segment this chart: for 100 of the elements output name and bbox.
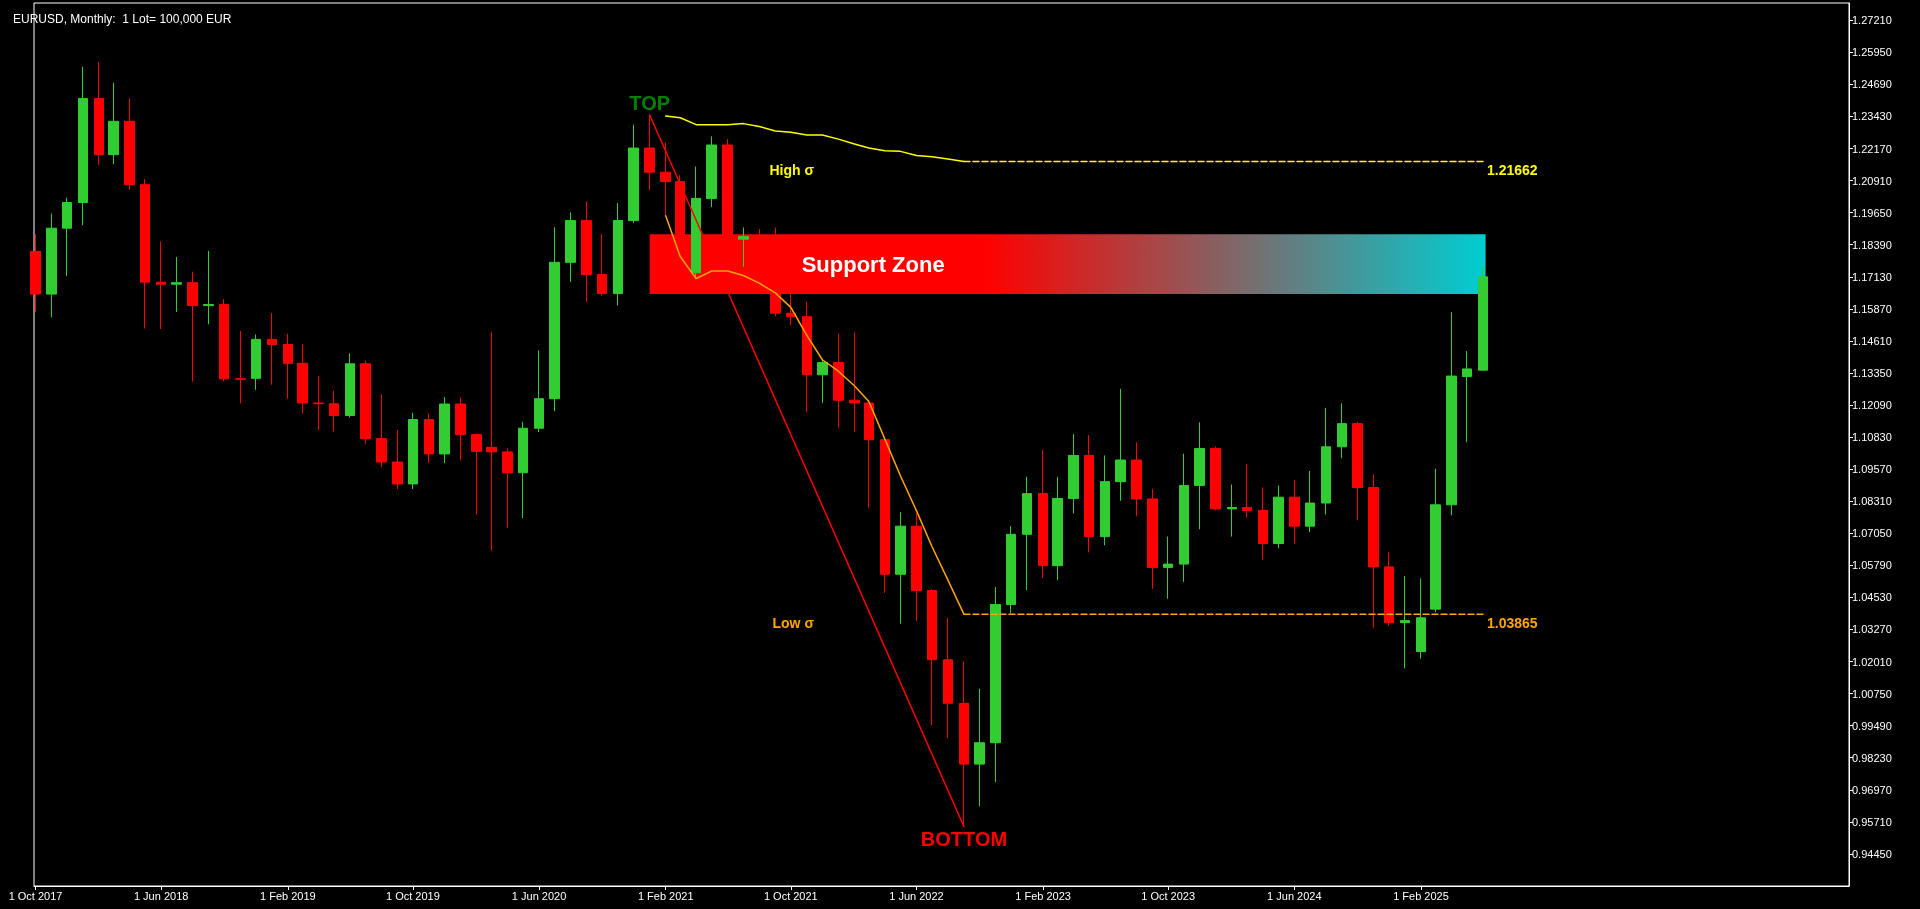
y-tick-label: 1.19650 <box>1852 206 1892 219</box>
y-tick-label: 1.20910 <box>1852 174 1892 187</box>
candlestick <box>1384 551 1394 626</box>
candlestick <box>911 512 922 622</box>
candlestick <box>360 360 371 445</box>
text: EURUSD, Monthly: 1 Lot= 100,000 EUR <box>13 12 232 26</box>
y-tick-label: 1.07050 <box>1852 527 1892 540</box>
candlestick <box>706 135 717 208</box>
x-tick-label: 1 Jun 2020 <box>511 889 567 902</box>
y-tick-label: 1.25950 <box>1852 46 1892 59</box>
candlestick <box>1258 487 1268 561</box>
candlestick <box>1242 463 1252 519</box>
text: High σ <box>769 162 815 179</box>
candlestick <box>486 331 497 552</box>
candlestick <box>171 256 182 313</box>
x-tick-label: 1 Jun 2022 <box>889 889 944 902</box>
candlestick <box>203 250 214 325</box>
candlestick <box>1321 407 1331 516</box>
candlestick <box>534 349 544 433</box>
candlestick <box>78 66 88 226</box>
y-tick-label: 1.13350 <box>1852 366 1892 379</box>
y-tick-label: 1.22170 <box>1852 142 1892 155</box>
candlestick <box>408 412 418 490</box>
candlestick <box>1416 577 1426 660</box>
y-tick-label: 1.24690 <box>1852 78 1892 91</box>
candlestick <box>1368 474 1379 629</box>
x-tick-label: 1 Oct 2017 <box>8 889 63 902</box>
candlestick <box>1227 483 1237 538</box>
candlestick <box>1352 421 1363 521</box>
candlestick <box>1179 453 1189 583</box>
candlestick <box>613 202 623 307</box>
candlestick <box>1131 441 1142 517</box>
annotation: TOP <box>629 91 671 114</box>
x-tick-label: 1 Jun 2024 <box>1267 889 1322 902</box>
band-label: Support Zone <box>801 251 945 277</box>
candlestick <box>1194 421 1205 530</box>
candlestick <box>124 97 135 191</box>
candlestick <box>660 142 671 217</box>
y-tick-label: 1.08310 <box>1852 495 1892 508</box>
y-tick-label: 1.12090 <box>1852 399 1892 412</box>
candlestick <box>1273 484 1284 549</box>
candlestick <box>1084 434 1094 553</box>
candlestick <box>849 332 860 433</box>
candlestick <box>895 511 906 625</box>
y-tick-label: 1.17130 <box>1852 270 1892 283</box>
candlestick <box>62 197 72 277</box>
x-tick-label: 1 Jun 2018 <box>133 889 189 902</box>
candlestick <box>1022 476 1032 591</box>
y-tick-label: 1.00750 <box>1852 687 1892 700</box>
data-label: 1.03865 <box>1487 615 1538 632</box>
candlestick <box>1337 402 1347 459</box>
candlestick <box>927 588 937 726</box>
candlestick <box>1478 266 1488 371</box>
y-tick-label: 0.99490 <box>1852 719 1892 732</box>
candlestick <box>156 240 166 330</box>
y-tick-label: 0.96970 <box>1852 783 1892 796</box>
candlestick <box>392 429 403 490</box>
y-tick-label: 0.94450 <box>1852 847 1892 860</box>
candlestick <box>880 438 890 594</box>
text: Low σ <box>772 615 815 632</box>
x-tick-label: 1 Oct 2023 <box>1141 889 1196 902</box>
candlestick <box>424 412 434 464</box>
candlestick <box>30 233 41 313</box>
candlestick <box>1289 479 1300 544</box>
candlestick <box>628 124 639 224</box>
candlestick <box>313 375 324 431</box>
y-tick-label: 0.98230 <box>1852 751 1892 764</box>
candlestick <box>1052 476 1063 581</box>
candlestick <box>1305 470 1315 533</box>
candlestick <box>990 586 1001 783</box>
candlestick <box>502 447 513 529</box>
candlestick <box>1115 388 1126 502</box>
x-tick-label: 1 Feb 2021 <box>637 889 694 902</box>
candlestick <box>1446 311 1457 516</box>
x-tick-label: 1 Feb 2023 <box>1015 889 1071 902</box>
candlestick <box>833 333 844 429</box>
candlestick <box>1210 446 1221 511</box>
candlestick <box>518 421 528 519</box>
candlestick <box>187 271 198 383</box>
candlestick <box>1006 525 1016 614</box>
candlestick <box>1400 575 1410 669</box>
candlestick <box>581 200 592 303</box>
y-tick-label: 1.09570 <box>1852 463 1892 476</box>
candlestick <box>267 312 277 386</box>
candlestick <box>1068 433 1079 514</box>
candlestick <box>864 399 874 509</box>
x-tick-label: 1 Feb 2025 <box>1393 889 1449 902</box>
candlestick <box>738 226 749 268</box>
y-tick-label: 1.27210 <box>1852 14 1892 27</box>
candlestick <box>1147 488 1158 590</box>
candlestick <box>219 298 229 382</box>
candlestick <box>455 396 466 461</box>
y-tick-label: 1.02010 <box>1852 655 1892 668</box>
y-tick-label: 1.15870 <box>1852 302 1892 315</box>
candlestick <box>1100 454 1110 546</box>
candlestick <box>140 178 150 329</box>
candlestick <box>565 211 576 283</box>
candlestick <box>108 82 119 165</box>
y-tick-label: 1.03270 <box>1852 623 1892 636</box>
annotation: BOTTOM <box>920 827 1008 850</box>
